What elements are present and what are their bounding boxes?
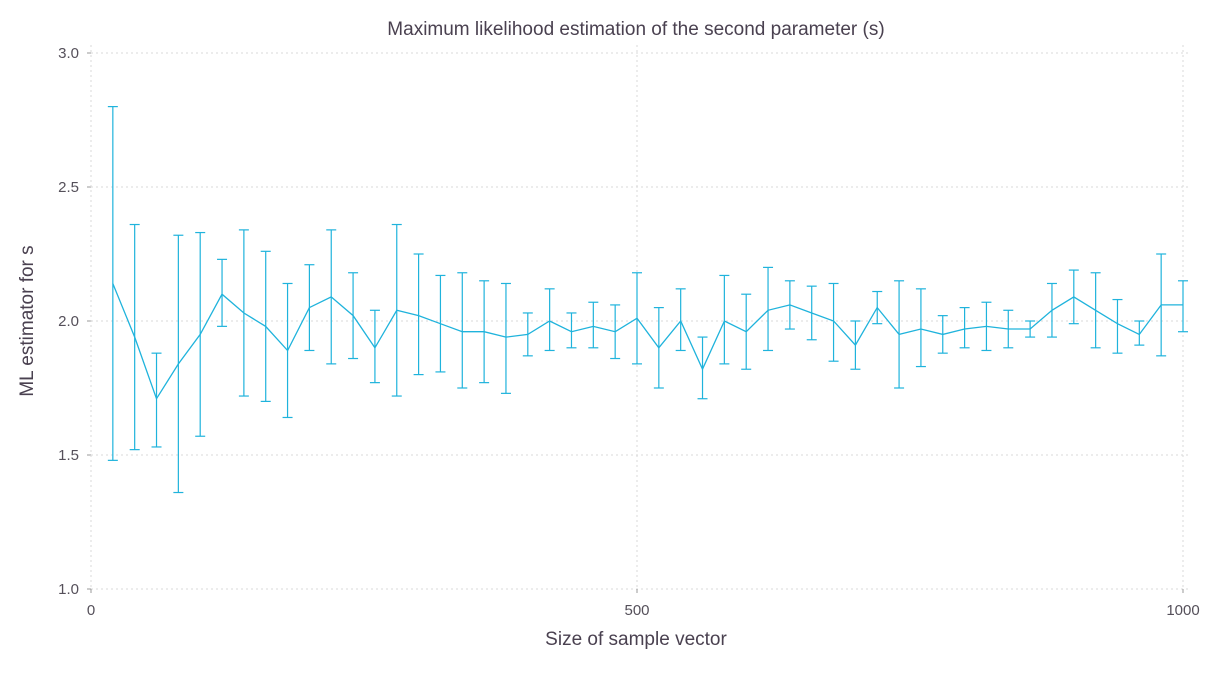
error-bars	[107, 105, 1188, 494]
error-bar	[217, 258, 228, 327]
error-bar	[566, 312, 577, 349]
y-tick-label: 1.5	[58, 447, 79, 464]
error-bar	[828, 282, 839, 362]
series-layer	[112, 283, 1183, 401]
chart-title: Maximum likelihood estimation of the sec…	[387, 19, 884, 40]
error-bar	[675, 288, 686, 352]
error-bar	[915, 288, 926, 368]
error-bar	[151, 352, 162, 448]
x-tick-label: 0	[87, 602, 95, 619]
x-tick-label: 500	[624, 602, 649, 619]
error-bar	[413, 253, 424, 376]
tick-labels: 1.0 1.5 2.0 2.5 3.0 0 500 1000	[58, 45, 1200, 619]
y-tick-label: 1.0	[58, 581, 79, 598]
error-bar	[588, 301, 599, 349]
series-line	[112, 283, 1183, 401]
y-tick-label: 3.0	[58, 45, 79, 62]
error-bar	[457, 272, 468, 389]
error-bar	[763, 266, 774, 352]
y-tick-label: 2.5	[58, 179, 79, 196]
y-tick-label: 2.0	[58, 313, 79, 330]
x-tick-label: 1000	[1166, 602, 1199, 619]
error-bar	[959, 307, 970, 349]
error-bar	[369, 309, 380, 384]
error-bar	[1178, 280, 1188, 333]
error-bar	[544, 288, 555, 352]
error-bar	[1134, 320, 1145, 346]
error-bar	[500, 282, 511, 394]
error-bar	[1112, 298, 1123, 354]
x-axis-label: Size of sample vector	[545, 629, 727, 650]
error-bar	[107, 105, 118, 461]
error-bar	[719, 274, 730, 365]
y-axis-label: ML estimator for s	[17, 245, 38, 396]
